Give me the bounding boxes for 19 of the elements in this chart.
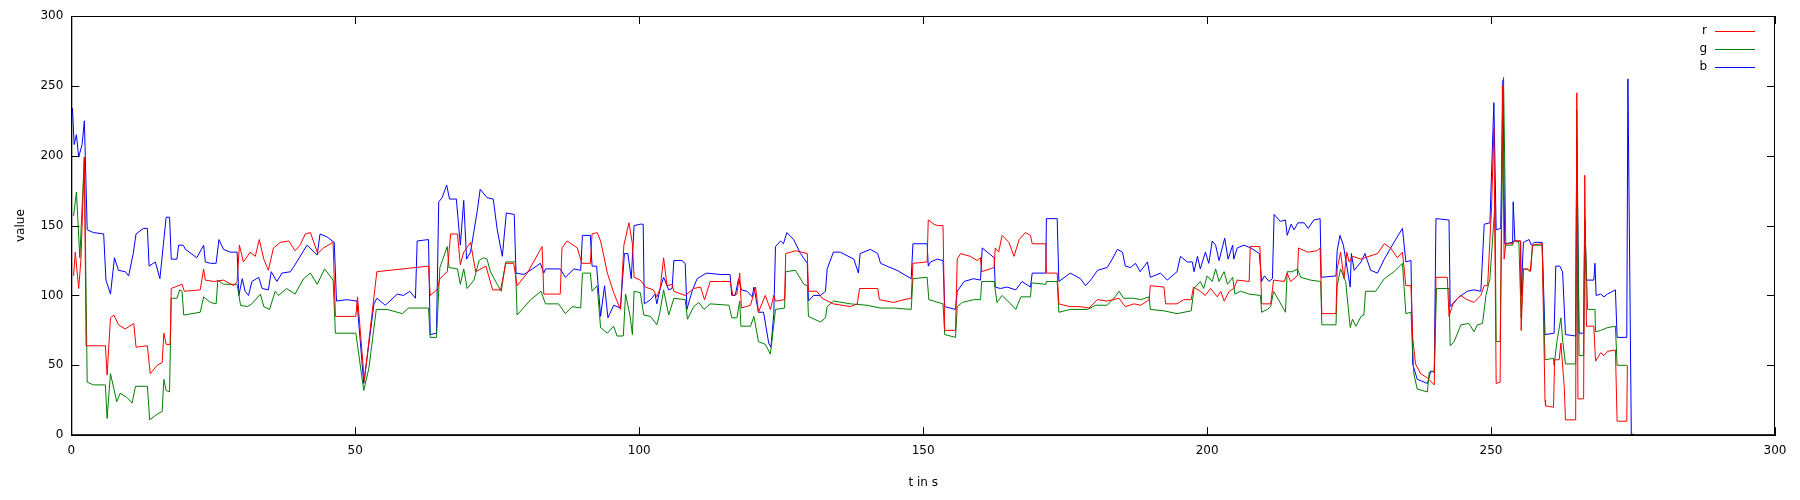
y-tick-label: 100 xyxy=(40,287,64,302)
y-tick-label: 0 xyxy=(55,427,64,442)
x-tick-label: 200 xyxy=(1195,442,1219,457)
x-tick-label: 250 xyxy=(1479,442,1503,457)
y-tick-label: 300 xyxy=(40,8,64,23)
y-tick-label: 250 xyxy=(40,77,64,92)
legend-label: r xyxy=(1702,23,1708,38)
x-tick-label: 100 xyxy=(627,442,651,457)
x-tick-label: 150 xyxy=(911,442,935,457)
x-tick-label: 300 xyxy=(1763,442,1787,457)
legend-label: b xyxy=(1699,59,1707,74)
y-tick-label: 150 xyxy=(40,217,64,232)
y-tick-label: 200 xyxy=(40,147,64,162)
x-tick-label: 50 xyxy=(347,442,363,457)
y-tick-label: 50 xyxy=(48,357,64,372)
x-tick-label: 0 xyxy=(67,442,76,457)
x-axis-title: t in s xyxy=(908,474,938,489)
y-axis-title: value xyxy=(13,209,28,242)
legend-label: g xyxy=(1699,41,1707,56)
